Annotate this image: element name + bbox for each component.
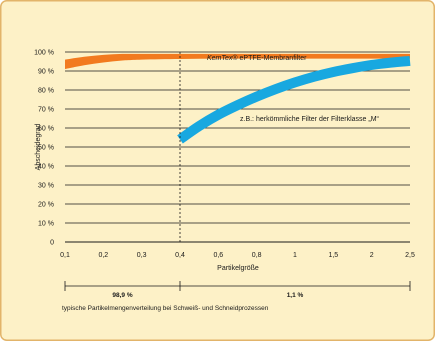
x-tick-label: 1 [293,252,297,259]
series-label-kemtex: KemTex® ePTFE-Membranfilter [207,54,307,62]
x-tick-labels: 0,1 0,2 0,3 0,4 0,6 0,8 1 1,5 2 2,5 [60,252,415,259]
y-tick-label: 70 % [38,107,54,114]
x-axis-title: Partikelgröße [217,265,259,272]
x-tick-label: 0,8 [252,252,262,259]
series-label-kemtex-rest: ® ePTFE-Membranfilter [232,54,307,62]
y-axis-title: Abscheidegrad [35,124,42,171]
y-tick-label: 40 % [38,164,54,171]
y-tick-labels: 0 10 % 20 % 30 % 40 % 50 % 60 % 70 % 80 % 90 % 100… [34,50,54,247]
x-tick-label: 2 [370,252,374,259]
y-tick-label: 30 % [38,183,54,190]
series-label-kemtex-brand: KemTex [207,55,233,62]
distribution-caption: typische Partikelmengenverteilung bei Sc… [62,305,269,312]
series-band-conventional [177,55,411,144]
y-tick-label: 80 % [38,88,54,95]
x-tick-label: 2,5 [405,252,415,259]
series-band-kemtex [65,53,410,70]
x-tick-label: 0,1 [60,252,70,259]
series-label-conventional: z.B.: herkömmliche Filter der Filterklas… [240,116,380,123]
distribution-left-value: 98,9 % [112,292,132,299]
y-tick-label: 60 % [38,126,54,133]
y-tick-label: 90 % [38,69,54,76]
y-tick-label: 50 % [38,145,54,152]
distribution-bar: 98,9 % 1,1 % [64,281,411,299]
x-tick-label: 0,2 [98,252,108,259]
y-tick-label: 20 % [38,202,54,209]
x-tick-label: 0,6 [213,252,223,259]
x-tick-label: 0,3 [137,252,147,259]
y-tick-label: 100 % [34,50,54,57]
distribution-right-value: 1,1 % [287,292,304,299]
y-tick-label: 0 [50,240,54,247]
x-tick-label: 1,5 [328,252,338,259]
x-tick-label: 0,4 [175,252,185,259]
y-tick-label: 10 % [38,221,54,228]
